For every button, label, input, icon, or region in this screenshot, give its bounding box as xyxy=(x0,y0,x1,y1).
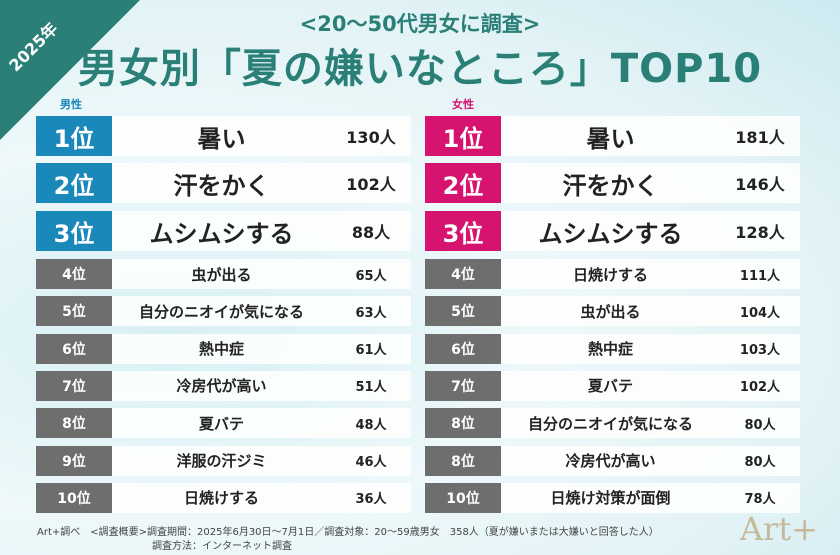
ranking-item: 汗をかく xyxy=(562,171,659,200)
ranking-item: 虫が出る xyxy=(191,265,252,284)
ranking-row: 2位 汗をかく 102人 xyxy=(36,163,411,203)
rank-badge: 9位 xyxy=(36,445,112,476)
ranking-item: 虫が出る xyxy=(580,302,641,321)
ranking-row: 1位 暑い 130人 xyxy=(36,116,411,156)
ranking-item: 夏バテ xyxy=(198,414,244,433)
ranking-item: 冷房代が高い xyxy=(176,377,267,396)
ranking-item: 熱中症 xyxy=(587,340,633,359)
ranking-count: 128人 xyxy=(735,223,785,242)
page-title: 男女別「夏の嫌いなところ」TOP10 xyxy=(77,46,763,92)
ranking-row: 1位 暑い 181人 xyxy=(425,116,800,156)
rank-badge: 3位 xyxy=(425,211,501,251)
ranking-row: 7位 夏バテ 102人 xyxy=(425,370,800,401)
ranking-row: 3位 ムシムシする 128人 xyxy=(425,211,800,251)
ranking-count: 80人 xyxy=(744,455,776,470)
survey-footnote: Art+調べ <調査概要>調査期間：2025年6月30日～7月1日／調査対象：2… xyxy=(37,526,659,554)
ranking-row: 8位 自分のニオイが気になる 80人 xyxy=(425,408,800,439)
rank-badge: 8位 xyxy=(425,445,501,476)
female-label: 女性 xyxy=(452,98,474,111)
art-plus-logo: Art+ xyxy=(739,510,818,548)
rank-badge: 10位 xyxy=(36,482,112,513)
ranking-row: 5位 虫が出る 104人 xyxy=(425,296,800,327)
rank-badge: 2位 xyxy=(36,163,112,203)
ranking-count: 103人 xyxy=(739,343,781,359)
ranking-item: 夏バテ xyxy=(587,377,633,396)
rank-badge: 5位 xyxy=(36,296,112,327)
ranking-item: 自分のニオイが気になる xyxy=(527,414,693,433)
ranking-count: 80人 xyxy=(744,417,776,433)
ranking-count: 102人 xyxy=(346,175,396,194)
rank-badge: 4位 xyxy=(425,259,501,289)
ranking-count: 46人 xyxy=(355,455,387,470)
ranking-count: 63人 xyxy=(355,305,387,321)
ranking-count: 65人 xyxy=(355,268,387,284)
ranking-count: 104人 xyxy=(739,305,781,321)
ranking-item: 汗をかく xyxy=(173,171,270,200)
rank-badge: 8位 xyxy=(36,408,112,439)
ranking-row: 10位 日焼け対策が面倒 78人 xyxy=(425,482,800,513)
ranking-row: 4位 日焼けする 111人 xyxy=(425,259,800,289)
rank-badge: 6位 xyxy=(36,333,112,364)
rank-badge: 2位 xyxy=(425,163,501,203)
ranking-item: ムシムシする xyxy=(538,219,683,248)
rank-badge: 8位 xyxy=(425,408,501,439)
footnote-line-2: 調査方法：インターネット調査 xyxy=(152,541,292,552)
ranking-row: 8位 冷房代が高い 80人 xyxy=(425,445,800,476)
ranking-item: 日焼けする xyxy=(572,265,648,284)
ranking-count: 130人 xyxy=(346,128,396,147)
rank-badge: 4位 xyxy=(36,259,112,289)
ranking-item: 暑い xyxy=(197,124,246,153)
ranking-row: 6位 熱中症 61人 xyxy=(36,333,411,364)
ranking-count: 48人 xyxy=(355,417,387,433)
ranking-count: 51人 xyxy=(355,380,387,396)
ranking-item: 暑い xyxy=(586,124,635,153)
rank-badge: 3位 xyxy=(36,211,112,251)
rank-badge: 1位 xyxy=(36,116,112,156)
ranking-row: 9位 洋服の汗ジミ 46人 xyxy=(36,445,411,476)
ranking-row: 7位 冷房代が高い 51人 xyxy=(36,370,411,401)
ranking-item: ムシムシする xyxy=(149,219,294,248)
ranking-item: 熱中症 xyxy=(198,340,244,359)
rank-badge: 1位 xyxy=(425,116,501,156)
rank-badge: 7位 xyxy=(425,370,501,401)
rank-badge: 7位 xyxy=(36,370,112,401)
ranking-row: 5位 自分のニオイが気になる 63人 xyxy=(36,296,411,327)
ranking-row: 4位 虫が出る 65人 xyxy=(36,259,411,289)
ranking-count: 181人 xyxy=(735,128,785,147)
ranking-count: 78人 xyxy=(744,492,776,508)
ranking-item: 自分のニオイが気になる xyxy=(138,302,304,321)
ranking-row: 6位 熱中症 103人 xyxy=(425,333,800,364)
ranking-item: 日焼け対策が面倒 xyxy=(550,489,671,508)
ranking-item: 冷房代が高い xyxy=(565,452,656,470)
ranking-row: 3位 ムシムシする 88人 xyxy=(36,211,411,251)
subtitle: <20～50代男女に調査> xyxy=(299,12,541,36)
ranking-count: 61人 xyxy=(355,343,387,359)
ranking-count: 146人 xyxy=(735,175,785,194)
ranking-row: 2位 汗をかく 146人 xyxy=(425,163,800,203)
rank-badge: 10位 xyxy=(425,482,501,513)
ranking-row: 8位 夏バテ 48人 xyxy=(36,408,411,439)
ranking-item: 日焼けする xyxy=(183,489,259,508)
ranking-count: 111人 xyxy=(739,268,781,284)
ranking-row: 10位 日焼けする 36人 xyxy=(36,482,411,513)
ranking-count: 36人 xyxy=(355,492,387,508)
male-label: 男性 xyxy=(60,98,82,111)
ranking-item: 洋服の汗ジミ xyxy=(176,452,267,470)
ranking-count: 88人 xyxy=(351,223,391,242)
ranking-count: 102人 xyxy=(739,380,781,396)
footnote-line-1: Art+調べ <調査概要>調査期間：2025年6月30日～7月1日／調査対象：2… xyxy=(37,527,659,538)
rank-badge: 6位 xyxy=(425,333,501,364)
rank-badge: 5位 xyxy=(425,296,501,327)
